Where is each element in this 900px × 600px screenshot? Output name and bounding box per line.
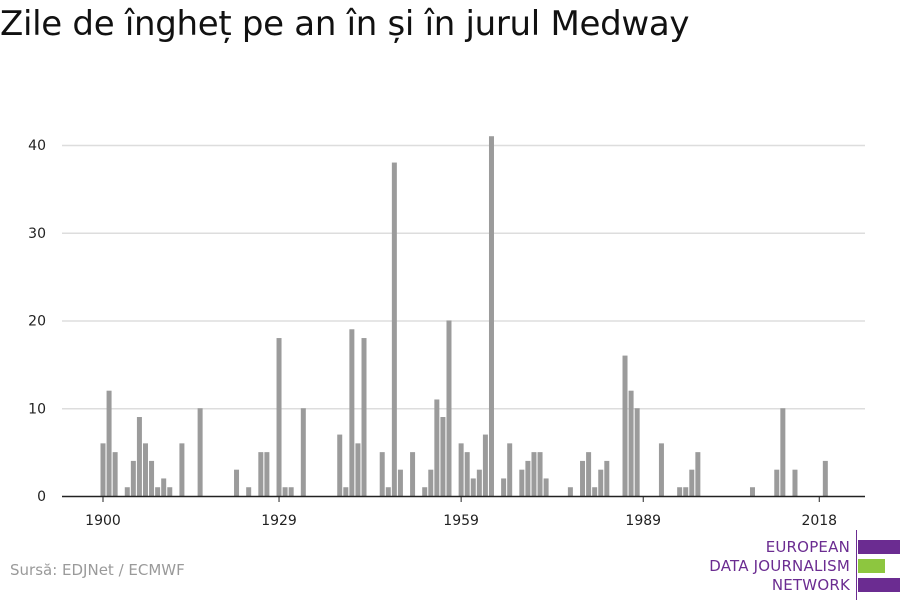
bar-1970	[525, 460, 531, 496]
bar-1986	[622, 355, 628, 496]
bar-2012	[780, 408, 786, 496]
bar-1949	[397, 469, 403, 497]
bar-1977	[567, 487, 573, 497]
y-tick-label: 10	[28, 401, 46, 417]
bar-1971	[531, 452, 537, 497]
y-tick-label: 20	[28, 314, 46, 330]
bar-1908	[149, 460, 155, 496]
bar-1927	[264, 452, 270, 497]
bar-2014	[792, 469, 798, 497]
bar-1957	[446, 320, 452, 496]
bar-1916	[197, 408, 203, 496]
bar-1941	[349, 329, 355, 496]
bar-1960	[464, 452, 470, 497]
bar-1956	[440, 417, 446, 496]
bar-1906	[136, 417, 142, 496]
bar-1939	[337, 434, 343, 496]
bar-2019	[822, 460, 828, 496]
bar-1911	[167, 487, 173, 497]
bar-1963	[482, 434, 488, 496]
bar-1980	[586, 452, 592, 497]
bar-1998	[695, 452, 701, 497]
bar-1930	[282, 487, 288, 497]
bar-1942	[355, 443, 361, 496]
bar-1967	[507, 443, 513, 496]
bar-1929	[276, 338, 282, 496]
bar-1972	[537, 452, 543, 497]
bar-1900	[100, 443, 106, 496]
bar-1931	[288, 487, 294, 497]
bar-1947	[385, 487, 391, 497]
bar-1992	[658, 443, 664, 496]
logo-text-data-journalism: DATA JOURNALISM	[709, 557, 850, 575]
bar-1962	[476, 469, 482, 497]
bar-1946	[379, 452, 385, 497]
bar-1982	[598, 469, 604, 497]
x-tick-label: 1900	[85, 513, 121, 529]
bar-2007	[749, 487, 755, 497]
bar-1969	[519, 469, 525, 497]
bar-1951	[410, 452, 416, 497]
bar-1966	[501, 478, 507, 496]
bar-1909	[155, 487, 161, 497]
bar-1943	[361, 338, 367, 496]
bar-1940	[343, 487, 349, 497]
bar-1924	[246, 487, 252, 497]
logo-bar-middle	[858, 559, 885, 573]
bar-1953	[422, 487, 428, 497]
bar-1983	[604, 460, 610, 496]
bar-1904	[124, 487, 130, 497]
bar-1913	[179, 443, 185, 496]
logo-text-european: EUROPEAN	[765, 538, 850, 556]
bar-1996	[683, 487, 689, 497]
bar-1979	[580, 460, 586, 496]
bar-1933	[300, 408, 306, 496]
bar-1973	[543, 478, 549, 496]
y-tick-labels: 0 10 20 30 40	[28, 138, 46, 505]
chart-title: Zile de îngheț pe an în și în jurul Medw…	[0, 4, 690, 44]
gridlines	[62, 144, 865, 410]
logo-bar-bottom	[858, 578, 900, 592]
bar-1907	[142, 443, 148, 496]
bar-1910	[161, 478, 167, 496]
bar-1954	[428, 469, 434, 497]
logo-bar-top	[858, 540, 900, 554]
bars	[100, 136, 828, 497]
logo-divider	[856, 530, 857, 600]
bar-1901	[106, 390, 112, 496]
bar-1959	[458, 443, 464, 496]
y-tick-label: 0	[37, 489, 46, 505]
x-tick-label: 1989	[625, 513, 661, 529]
y-tick-label: 40	[28, 138, 46, 154]
bar-1964	[488, 136, 494, 496]
bar-1997	[689, 469, 695, 497]
bar-1902	[112, 452, 118, 497]
bar-1995	[677, 487, 683, 497]
bar-1948	[391, 162, 397, 497]
bar-1926	[258, 452, 264, 497]
bar-1955	[434, 399, 440, 497]
source-note: Sursă: EDJNet / ECMWF	[10, 561, 185, 579]
bar-1988	[634, 408, 640, 496]
x-tick-label: 1929	[261, 513, 297, 529]
edjnet-logo: EUROPEAN DATA JOURNALISM NETWORK	[700, 530, 900, 600]
bar-1922	[234, 469, 240, 497]
x-tick-label: 2018	[801, 513, 837, 529]
x-tick-label: 1959	[443, 513, 479, 529]
x-ticks: 1900 1929 1959 1989 2018	[85, 496, 837, 529]
bar-1981	[592, 487, 598, 497]
bar-1905	[130, 460, 136, 496]
bar-2011	[774, 469, 780, 497]
logo-text-network: NETWORK	[771, 576, 850, 594]
y-tick-label: 30	[28, 226, 46, 242]
bar-1987	[628, 390, 634, 496]
bar-1961	[470, 478, 476, 496]
